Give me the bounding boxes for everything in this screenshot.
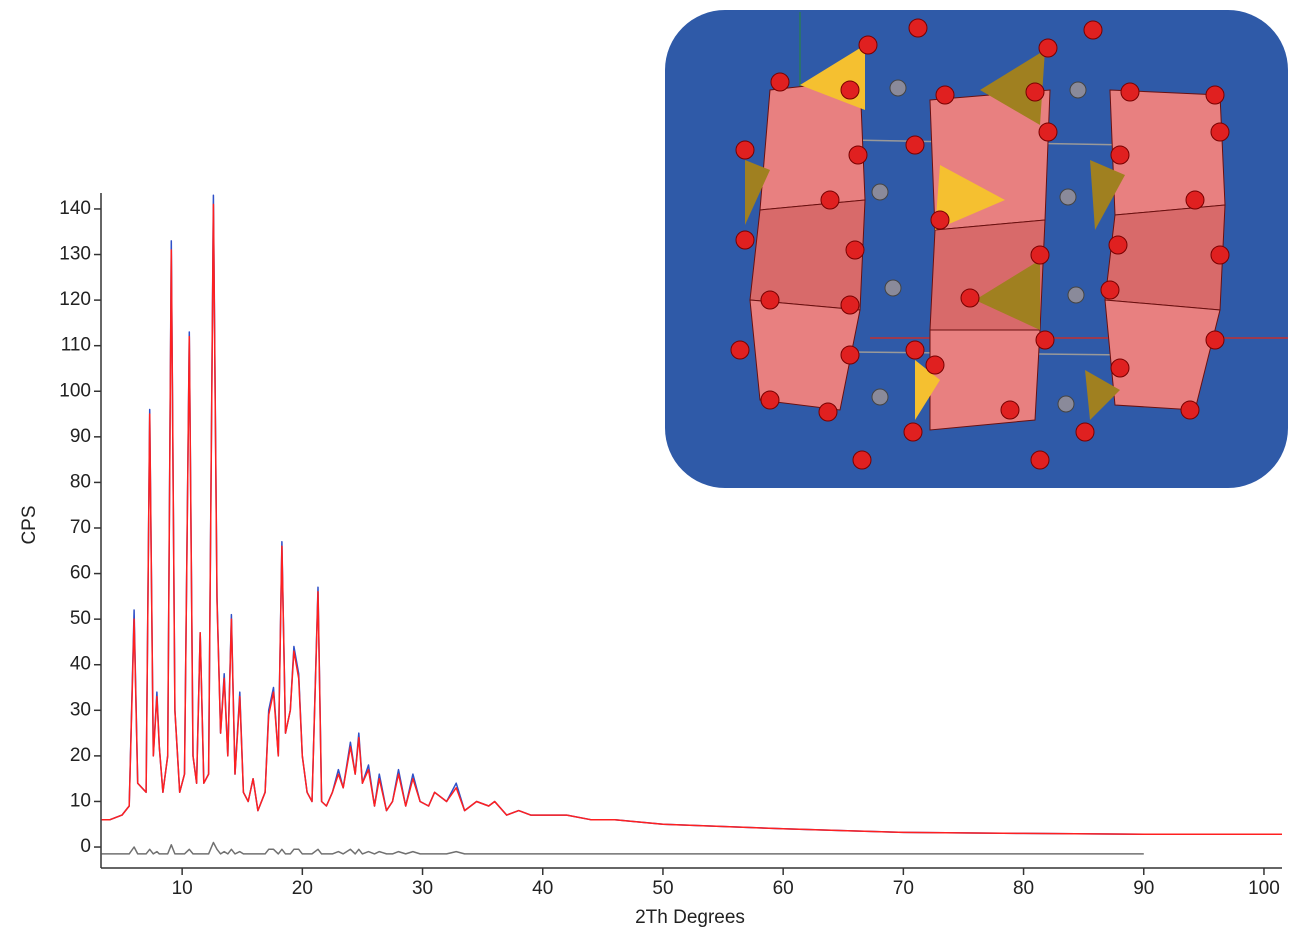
y-tick-label: 60: [70, 563, 91, 584]
x-tick-label: 50: [652, 878, 673, 899]
x-tick-label: 30: [412, 878, 433, 899]
y-tick-label: 50: [70, 608, 91, 629]
y-tick-label: 120: [59, 289, 91, 310]
x-tick-label: 80: [1013, 878, 1034, 899]
y-tick-label: 90: [70, 426, 91, 447]
y-tick-label: 10: [70, 790, 91, 811]
x-tick-label: 40: [532, 878, 553, 899]
y-axis-label: CPS: [19, 505, 40, 544]
data-line: [102, 843, 1144, 854]
x-tick-label: 20: [292, 878, 313, 899]
y-tick-label: 70: [70, 517, 91, 538]
x-tick-label: 60: [773, 878, 794, 899]
x-tick-label: 70: [893, 878, 914, 899]
x-tick-label: 10: [172, 878, 193, 899]
y-tick-label: 100: [59, 380, 91, 401]
x-axis-label: 2Th Degrees: [635, 907, 745, 928]
y-tick-label: 20: [70, 745, 91, 766]
chart: CPS 2Th Degrees 0 10 20 30 40 50 60 70 80 90 100 11…: [0, 0, 1294, 934]
y-tick-label: 110: [61, 335, 91, 356]
y-tick-label: 40: [70, 654, 91, 675]
y-tick-label: 0: [80, 836, 91, 857]
y-tick-label: 80: [70, 471, 91, 492]
y-tick-label: 30: [70, 699, 91, 720]
x-tick-label: 100: [1248, 878, 1280, 899]
page: CPS 2Th Degrees 0 10 20 30 40 50 60 70 80 90 100 11…: [0, 0, 1294, 934]
crystal-inset: [665, 10, 1288, 488]
y-tick-label: 130: [59, 244, 91, 265]
y-tick-label: 140: [59, 198, 91, 219]
x-tick-label: 90: [1133, 878, 1154, 899]
